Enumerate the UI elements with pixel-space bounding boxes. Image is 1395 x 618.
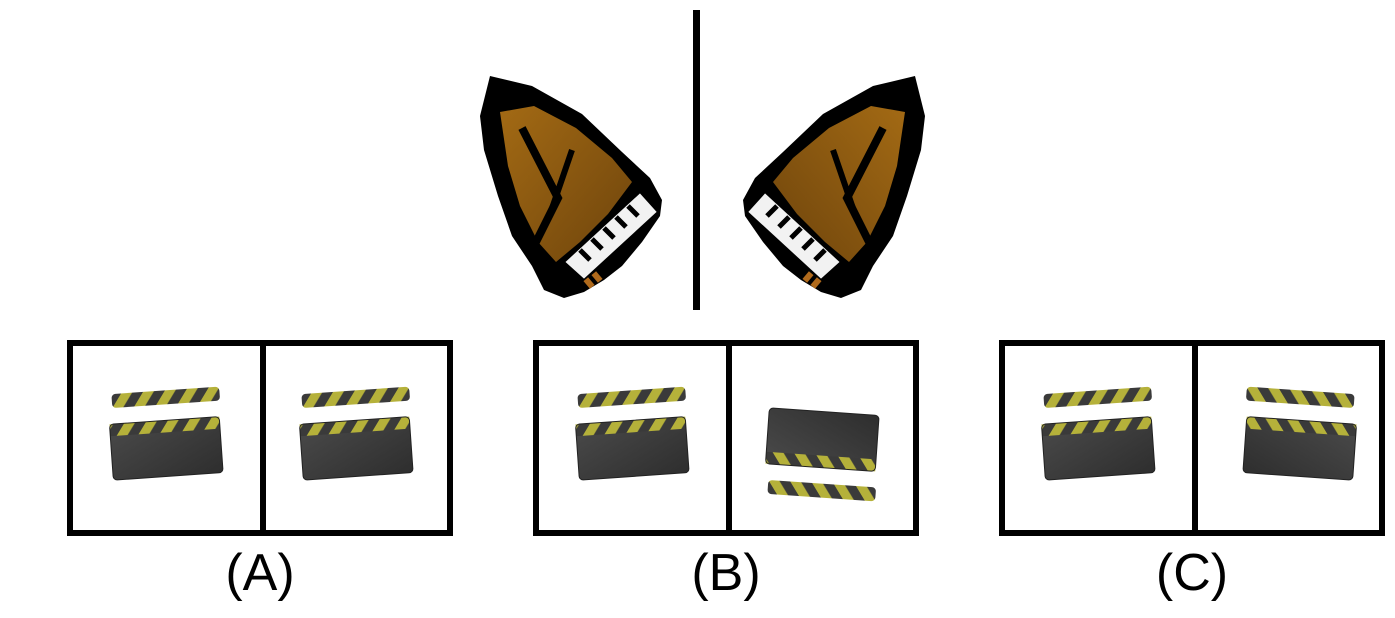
clapperboard-icon bbox=[297, 386, 416, 481]
clapperboard-icon bbox=[107, 386, 226, 481]
option-b-divider bbox=[726, 346, 732, 530]
option-c-label: (C) bbox=[1155, 544, 1229, 602]
clapperboard-flipped-icon bbox=[763, 407, 882, 502]
option-a-divider bbox=[260, 346, 266, 530]
option-c-box[interactable] bbox=[999, 340, 1385, 536]
clapperboard-mirrored-icon bbox=[1240, 386, 1359, 481]
option-b-box[interactable] bbox=[533, 340, 919, 536]
option-c-divider bbox=[1192, 346, 1198, 530]
option-a-label: (A) bbox=[225, 544, 295, 602]
option-b-label: (B) bbox=[691, 544, 761, 602]
clapperboard-icon bbox=[1039, 386, 1158, 481]
clapperboard-icon bbox=[573, 386, 692, 481]
reference-piano-icon bbox=[472, 66, 672, 301]
reference-piano-mirrored-icon bbox=[733, 66, 933, 301]
mirror-line bbox=[693, 10, 700, 310]
option-a-box[interactable] bbox=[67, 340, 453, 536]
